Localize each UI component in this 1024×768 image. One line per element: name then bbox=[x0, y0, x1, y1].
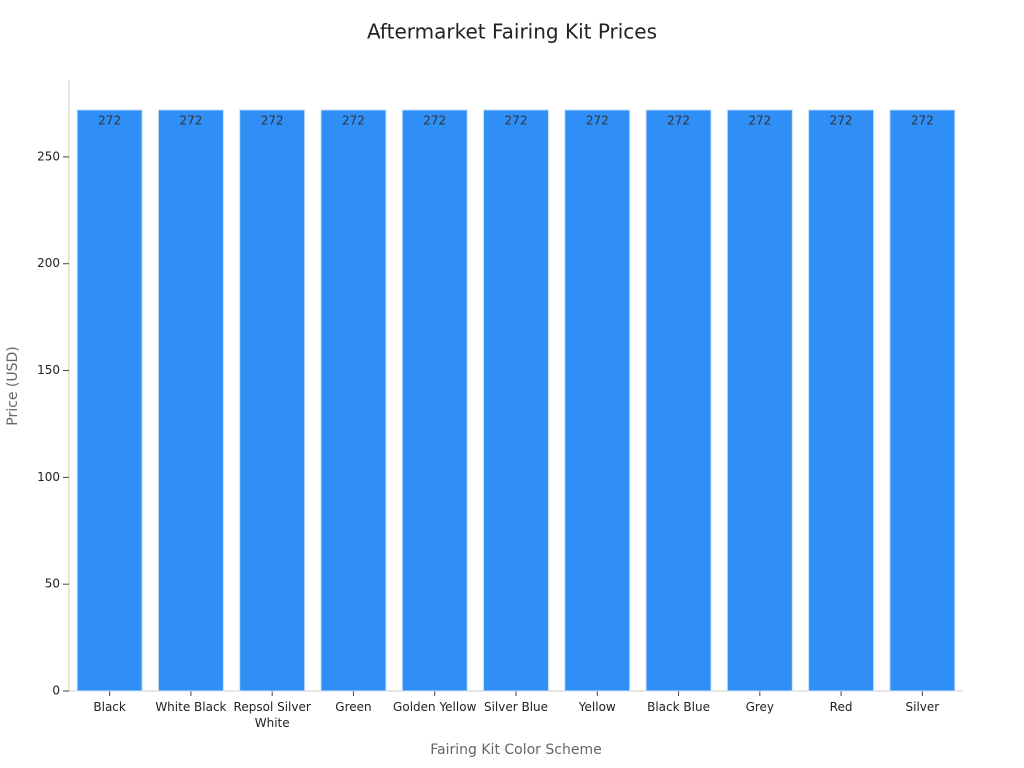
bar bbox=[401, 109, 468, 692]
bar bbox=[76, 109, 143, 692]
value-label: 272 bbox=[179, 113, 202, 127]
x-tick-label: Black bbox=[93, 700, 126, 714]
value-label: 272 bbox=[98, 113, 121, 127]
x-tick-label: Silver Blue bbox=[483, 700, 549, 714]
bar bbox=[157, 109, 224, 692]
bar bbox=[564, 109, 631, 692]
value-label: 272 bbox=[748, 113, 771, 127]
chart-title: Aftermarket Fairing Kit Prices bbox=[367, 20, 657, 44]
bar bbox=[645, 109, 712, 692]
bar bbox=[889, 109, 956, 692]
x-tick-label: Green bbox=[335, 700, 372, 714]
y-tick-label: 200 bbox=[37, 256, 60, 270]
value-label: 272 bbox=[911, 113, 934, 127]
value-label: 272 bbox=[830, 113, 853, 127]
x-tick-label: Grey bbox=[745, 700, 775, 714]
value-label: 272 bbox=[586, 113, 609, 127]
y-axis-label: Price (USD) bbox=[5, 346, 21, 425]
bar bbox=[239, 109, 306, 692]
value-label: 272 bbox=[261, 113, 284, 127]
bar bbox=[482, 109, 550, 692]
value-label: 272 bbox=[667, 113, 690, 127]
x-tick-label: Yellow bbox=[578, 700, 616, 714]
x-tick-label: White Black bbox=[155, 700, 227, 714]
y-tick-label: 250 bbox=[37, 149, 60, 163]
value-label: 272 bbox=[505, 113, 528, 127]
bar bbox=[320, 109, 387, 692]
y-tick-label: 100 bbox=[37, 470, 60, 484]
y-tick-label: 150 bbox=[37, 363, 60, 377]
y-tick-label: 50 bbox=[45, 577, 60, 591]
y-tick-label: 0 bbox=[52, 684, 60, 698]
x-tick-label: Golden Yellow bbox=[393, 700, 477, 714]
x-tick-label: Red bbox=[829, 700, 853, 714]
value-label: 272 bbox=[423, 113, 446, 127]
x-tick-label: Black Blue bbox=[647, 700, 710, 714]
bar bbox=[726, 109, 793, 692]
x-tick-label: Repsol Silver White bbox=[233, 700, 311, 730]
x-axis-label: Fairing Kit Color Scheme bbox=[430, 742, 601, 758]
bar bbox=[808, 109, 875, 692]
value-label: 272 bbox=[342, 113, 365, 127]
x-tick-label: Silver bbox=[905, 700, 940, 714]
